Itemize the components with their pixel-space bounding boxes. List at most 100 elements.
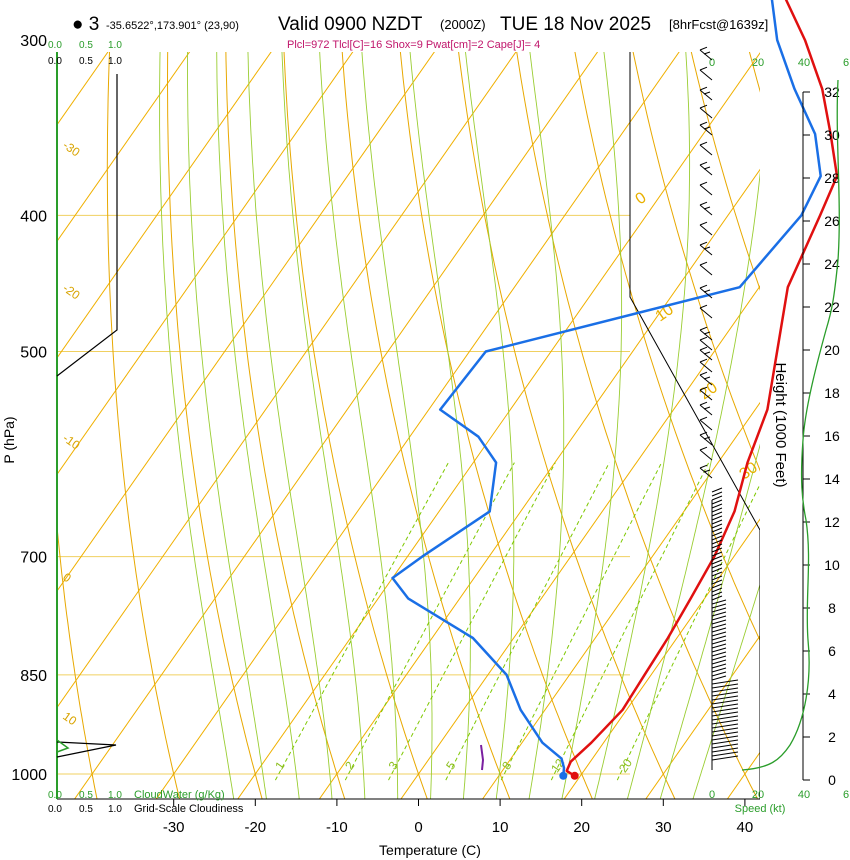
moist-adiabat-line xyxy=(692,583,760,799)
wind-barb xyxy=(711,699,739,705)
x-tick-label: 30 xyxy=(655,819,672,836)
height-axis-title: Height (1000 Feet) xyxy=(772,362,789,487)
height-tick-label: 8 xyxy=(828,600,836,616)
wind-barb xyxy=(711,683,739,689)
barb-feather xyxy=(703,91,711,95)
dry-adiabat-line xyxy=(574,52,760,642)
pressure-axis: 2503004005007008501000 xyxy=(11,33,47,784)
mixing-ratio-line xyxy=(344,462,515,781)
barb-feather xyxy=(703,206,711,210)
wind-barb xyxy=(711,599,727,605)
surface-parcel-marker xyxy=(480,744,485,771)
barb-feather xyxy=(711,519,723,525)
moist-adiabat-line xyxy=(187,52,267,799)
cloud-top-green-1: 0.5 xyxy=(79,40,93,51)
wind-barb xyxy=(699,241,713,256)
wind-barb xyxy=(711,643,727,649)
cloud-bottom-green-2: 1.0 xyxy=(108,790,122,801)
wind-barb xyxy=(711,671,727,677)
barb-feather xyxy=(711,603,727,609)
barb-feather xyxy=(711,551,723,557)
cloud-panel: 0.0 0.5 1.0 0.0 0.5 1.0 0.0 0.5 1.0 Clou… xyxy=(48,40,244,815)
wind-barb xyxy=(699,104,713,119)
barb-feather xyxy=(711,575,723,581)
wind-barb xyxy=(711,539,723,545)
forecast-date: TUE 18 Nov 2025 xyxy=(500,14,651,35)
barb-feather xyxy=(711,567,723,573)
wind-barb xyxy=(711,615,727,621)
x-tick-label: 40 xyxy=(737,819,754,836)
barb-shaft xyxy=(699,107,713,119)
speed-bottom-0: 0 xyxy=(709,789,715,801)
wind-barb xyxy=(699,464,713,479)
sounding-profiles xyxy=(391,0,839,780)
mixing-ratio-line xyxy=(550,462,710,781)
moist-adiabat-line xyxy=(626,171,760,799)
height-tick-label: 18 xyxy=(824,385,840,401)
barb-feather xyxy=(699,104,708,109)
height-tick-label: 20 xyxy=(824,342,840,358)
barb-feather xyxy=(703,436,711,440)
barb-feather xyxy=(711,583,723,589)
isotherm-line xyxy=(73,52,599,799)
barb-feather xyxy=(699,221,708,226)
cloudiness-line xyxy=(56,74,118,377)
barb-shaft xyxy=(699,434,713,446)
barb-shaft xyxy=(699,449,713,461)
barb-feather xyxy=(711,511,723,517)
utc-time: (2000Z) xyxy=(440,17,486,32)
moist-adiabat-line xyxy=(216,52,300,799)
wind-barb xyxy=(711,703,739,709)
isotherm-line xyxy=(155,52,680,799)
barb-feather xyxy=(703,246,711,250)
barb-feather xyxy=(711,599,727,605)
barb-feather xyxy=(703,289,711,293)
moist-adiabat-line xyxy=(594,52,691,799)
sounding-parameters: Plcl=972 Tlcl[C]=16 Shox=9 Pwat[cm]=2 Ca… xyxy=(287,39,540,51)
barb-feather xyxy=(711,527,723,533)
barb-feather xyxy=(699,181,708,186)
barb-shaft xyxy=(699,339,713,351)
barb-feather xyxy=(711,691,739,697)
moist-adiabat-line xyxy=(281,52,366,799)
wind-barb xyxy=(699,304,713,319)
wind-barb xyxy=(699,386,713,401)
diagram-boundary xyxy=(629,52,760,799)
height-tick-label: 26 xyxy=(824,213,840,229)
wind-barb xyxy=(711,527,723,533)
barb-feather xyxy=(711,663,727,669)
barb-shaft xyxy=(699,264,713,276)
barb-feather xyxy=(711,611,727,617)
wind-barb xyxy=(711,751,739,757)
barb-feather xyxy=(711,595,723,601)
wind-barb xyxy=(711,667,727,673)
height-tick-label: 30 xyxy=(824,127,840,143)
x-tick-label: -30 xyxy=(163,819,185,836)
barb-feather xyxy=(711,531,723,537)
barb-feather xyxy=(699,46,708,51)
x-tick-label: 0 xyxy=(414,819,422,836)
wind-barb xyxy=(711,507,723,513)
barb-shaft xyxy=(699,307,713,319)
wind-speed-panel: 0 20 40 6 0 20 40 6 Speed (kt) xyxy=(709,57,849,815)
wind-barb xyxy=(711,503,723,509)
wind-barb xyxy=(711,639,727,645)
wind-barb xyxy=(711,579,723,585)
dewpoint-profile xyxy=(391,0,822,776)
dry-adiabat-line xyxy=(690,52,760,291)
barb-shaft xyxy=(699,287,713,299)
wind-barb xyxy=(711,723,739,729)
wind-speed-profile xyxy=(741,79,840,771)
barb-feather xyxy=(699,371,708,376)
pressure-tick-label: 300 xyxy=(20,33,47,50)
wind-barb xyxy=(699,358,713,373)
cloud-bottom-green-0: 0.0 xyxy=(48,790,62,801)
barb-feather xyxy=(711,655,727,661)
wind-barb xyxy=(711,663,727,669)
wind-barb xyxy=(711,647,727,653)
isotherm-line xyxy=(57,52,354,476)
barb-feather xyxy=(711,683,739,689)
barb-feather xyxy=(699,86,708,91)
mixing-ratio-line xyxy=(500,462,663,781)
